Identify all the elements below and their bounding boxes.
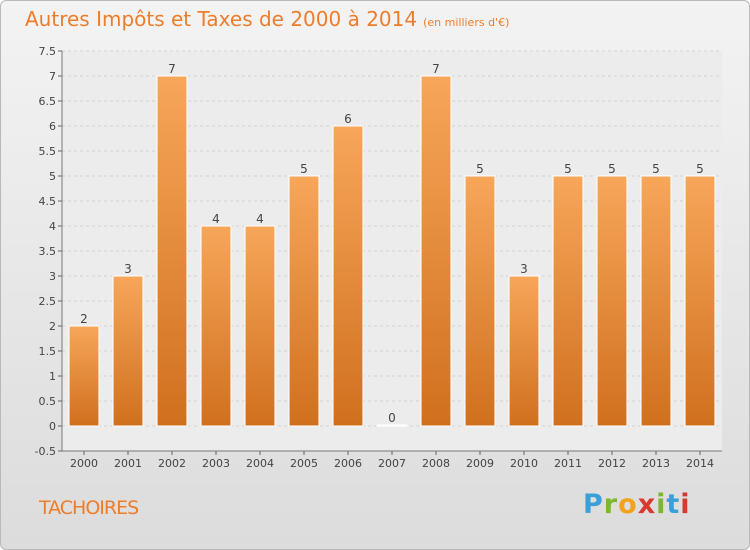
bar-2007 bbox=[376, 424, 408, 427]
x-tick-label-2010: 2010 bbox=[510, 457, 538, 470]
y-tick-label: 3 bbox=[49, 270, 56, 283]
value-label-2011: 5 bbox=[564, 162, 572, 176]
y-tick-label: 0.5 bbox=[39, 395, 57, 408]
proxiti-logo: Proxiti bbox=[583, 489, 691, 520]
y-tick-label: 4 bbox=[49, 220, 56, 233]
x-tick-label-2002: 2002 bbox=[158, 457, 186, 470]
chart-title-text: Autres Impôts et Taxes de 2000 à 2014 bbox=[25, 7, 418, 31]
value-label-2001: 3 bbox=[124, 262, 132, 276]
value-label-2000: 2 bbox=[80, 312, 88, 326]
bar-2003 bbox=[200, 225, 232, 427]
x-tick-label-2014: 2014 bbox=[686, 457, 714, 470]
bar-2005 bbox=[288, 175, 320, 427]
y-tick-label: 1.5 bbox=[39, 345, 57, 358]
x-tick-label-2008: 2008 bbox=[422, 457, 450, 470]
x-tick-label-2005: 2005 bbox=[290, 457, 318, 470]
value-label-2006: 6 bbox=[344, 112, 352, 126]
y-tick-label: 5.5 bbox=[39, 145, 57, 158]
y-tick-label: 2.5 bbox=[39, 295, 57, 308]
value-label-2004: 4 bbox=[256, 212, 264, 226]
logo-letter: P bbox=[583, 489, 604, 520]
x-tick-label-2006: 2006 bbox=[334, 457, 362, 470]
value-label-2012: 5 bbox=[608, 162, 616, 176]
logo-letter: i bbox=[656, 489, 667, 520]
y-tick-label: 6 bbox=[49, 120, 56, 133]
bar-2014 bbox=[684, 175, 716, 427]
chart-title: Autres Impôts et Taxes de 2000 à 2014 (en… bbox=[25, 7, 509, 31]
value-label-2008: 7 bbox=[432, 62, 440, 76]
bar-2001 bbox=[112, 275, 144, 427]
value-label-2007: 0 bbox=[388, 411, 396, 425]
x-tick-label-2007: 2007 bbox=[378, 457, 406, 470]
bar-2012 bbox=[596, 175, 628, 427]
value-label-2010: 3 bbox=[520, 262, 528, 276]
bar-2009 bbox=[464, 175, 496, 427]
y-tick-label: 4.5 bbox=[39, 195, 57, 208]
x-tick-label-2000: 2000 bbox=[70, 457, 98, 470]
bar-2010 bbox=[508, 275, 540, 427]
y-tick-label: 0 bbox=[49, 420, 56, 433]
logo-letter: r bbox=[603, 489, 619, 520]
x-tick-label-2013: 2013 bbox=[642, 457, 670, 470]
value-label-2014: 5 bbox=[696, 162, 704, 176]
logo-letter: x bbox=[637, 489, 657, 520]
x-tick-label-2009: 2009 bbox=[466, 457, 494, 470]
y-tick-label: 3.5 bbox=[39, 245, 57, 258]
logo-letter: o bbox=[618, 489, 638, 520]
value-label-2009: 5 bbox=[476, 162, 484, 176]
value-label-2003: 4 bbox=[212, 212, 220, 226]
y-tick-label: 7.5 bbox=[39, 45, 57, 58]
bar-2011 bbox=[552, 175, 584, 427]
x-tick-label-2004: 2004 bbox=[246, 457, 274, 470]
y-tick-label: 6.5 bbox=[39, 95, 57, 108]
chart-subtitle: (en milliers d'€) bbox=[423, 16, 510, 29]
y-tick-label: 1 bbox=[49, 370, 56, 383]
commune-name: TACHOIRES bbox=[39, 497, 139, 519]
y-tick-label: 7 bbox=[49, 70, 56, 83]
y-tick-label: -0.5 bbox=[35, 445, 56, 458]
bar-2013 bbox=[640, 175, 672, 427]
value-label-2005: 5 bbox=[300, 162, 308, 176]
bar-2008 bbox=[420, 75, 452, 427]
x-tick-label-2012: 2012 bbox=[598, 457, 626, 470]
y-tick-label: 2 bbox=[49, 320, 56, 333]
bar-2002 bbox=[156, 75, 188, 427]
bar-2006 bbox=[332, 125, 364, 427]
value-label-2013: 5 bbox=[652, 162, 660, 176]
value-label-2002: 7 bbox=[168, 62, 176, 76]
bar-2000 bbox=[68, 325, 100, 427]
x-tick-label-2001: 2001 bbox=[114, 457, 142, 470]
y-tick-label: 5 bbox=[49, 170, 56, 183]
x-tick-label-2011: 2011 bbox=[554, 457, 582, 470]
logo-letter: t bbox=[666, 489, 681, 520]
bar-2004 bbox=[244, 225, 276, 427]
logo-letter: i bbox=[680, 489, 691, 520]
x-tick-label-2003: 2003 bbox=[202, 457, 230, 470]
